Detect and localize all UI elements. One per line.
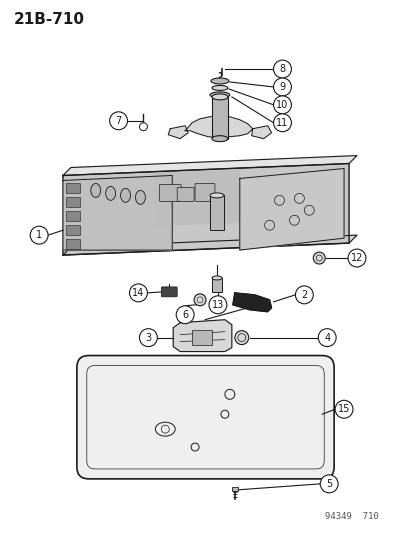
Bar [231, 487, 237, 491]
FancyBboxPatch shape [195, 183, 214, 201]
Ellipse shape [155, 422, 175, 436]
Polygon shape [185, 116, 252, 138]
Text: 15: 15 [337, 404, 349, 414]
Bar [66, 197, 80, 207]
Text: 94349  710: 94349 710 [324, 512, 378, 521]
Circle shape [109, 112, 127, 130]
Ellipse shape [211, 85, 227, 91]
Circle shape [295, 286, 313, 304]
Circle shape [209, 296, 226, 314]
Text: 4: 4 [323, 333, 330, 343]
Ellipse shape [211, 78, 228, 84]
Polygon shape [232, 293, 271, 312]
Ellipse shape [209, 92, 229, 98]
Circle shape [347, 249, 365, 267]
Ellipse shape [211, 276, 221, 280]
Text: 7: 7 [115, 116, 121, 126]
Bar [192, 330, 211, 345]
Circle shape [30, 226, 48, 244]
Circle shape [234, 330, 248, 345]
Text: 13: 13 [211, 300, 223, 310]
FancyBboxPatch shape [77, 356, 333, 479]
Polygon shape [155, 171, 239, 225]
Bar [66, 239, 80, 249]
Bar [66, 225, 80, 235]
Text: 2: 2 [301, 290, 307, 300]
Circle shape [194, 294, 206, 306]
Ellipse shape [211, 94, 227, 100]
FancyBboxPatch shape [159, 184, 181, 201]
Polygon shape [63, 235, 356, 255]
Polygon shape [173, 320, 231, 352]
Polygon shape [251, 126, 271, 139]
Bar [211, 278, 221, 292]
Bar [209, 196, 223, 230]
Text: 11: 11 [276, 118, 288, 128]
Text: 5: 5 [325, 479, 332, 489]
Text: 3: 3 [145, 333, 151, 343]
FancyBboxPatch shape [161, 287, 177, 297]
Circle shape [273, 78, 291, 96]
Polygon shape [239, 168, 343, 250]
Circle shape [273, 114, 291, 132]
Circle shape [139, 329, 157, 346]
Bar [66, 183, 80, 193]
Text: 12: 12 [350, 253, 362, 263]
Bar [66, 211, 80, 221]
Ellipse shape [105, 187, 115, 200]
FancyBboxPatch shape [177, 188, 194, 201]
Circle shape [313, 252, 325, 264]
Ellipse shape [120, 188, 130, 203]
Ellipse shape [211, 136, 227, 142]
Text: 6: 6 [182, 310, 188, 320]
Circle shape [139, 123, 147, 131]
Ellipse shape [90, 183, 100, 197]
Polygon shape [63, 175, 172, 250]
Ellipse shape [209, 193, 223, 198]
Ellipse shape [135, 190, 145, 204]
Circle shape [129, 284, 147, 302]
Polygon shape [63, 164, 348, 255]
Circle shape [273, 60, 291, 78]
Text: 21B-710: 21B-710 [13, 12, 84, 27]
Circle shape [320, 475, 337, 493]
Text: 1: 1 [36, 230, 42, 240]
Text: 10: 10 [276, 100, 288, 110]
Bar [211, 97, 227, 139]
Circle shape [176, 306, 194, 324]
Text: 9: 9 [279, 82, 285, 92]
Circle shape [318, 329, 335, 346]
Text: 14: 14 [132, 288, 144, 298]
Polygon shape [168, 126, 188, 139]
Circle shape [273, 96, 291, 114]
Polygon shape [63, 156, 356, 175]
Text: 8: 8 [279, 64, 285, 74]
Circle shape [335, 400, 352, 418]
